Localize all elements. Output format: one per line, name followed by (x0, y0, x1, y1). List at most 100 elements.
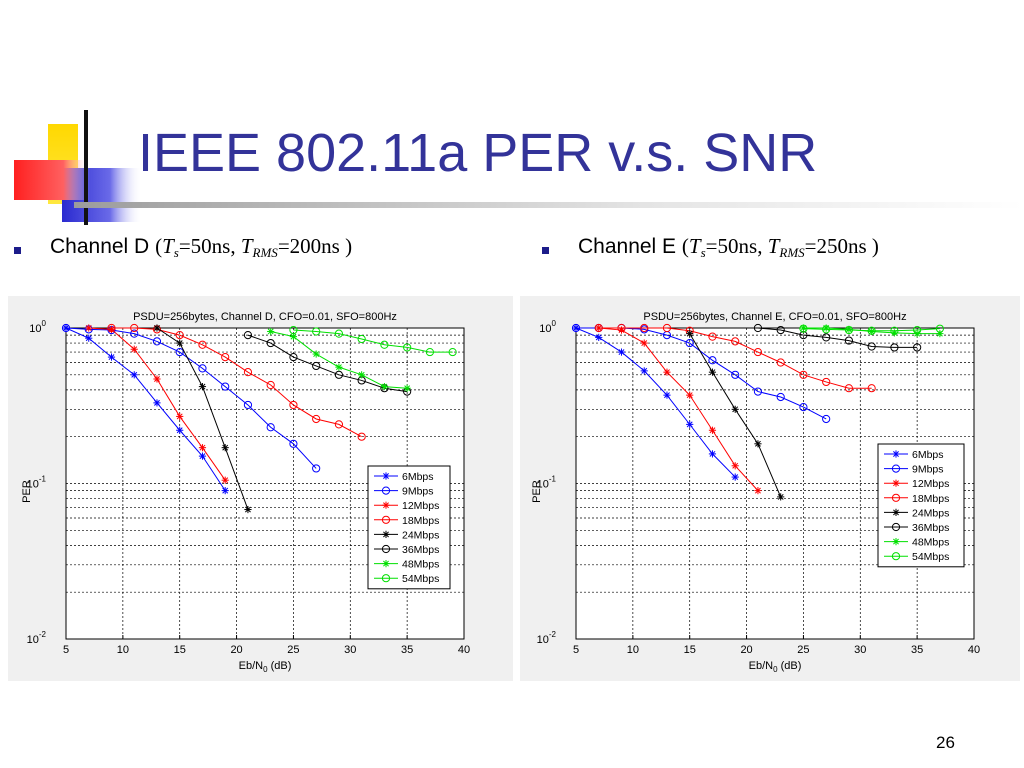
data-point (221, 487, 229, 495)
series-line (598, 327, 759, 491)
data-point (890, 326, 899, 335)
deco-vertical-line (84, 110, 88, 225)
legend-label: 48Mbps (912, 537, 949, 549)
y-tick-exponent: -2 (39, 630, 47, 639)
legend-item: 36Mbps (884, 522, 949, 534)
data-point (334, 329, 344, 338)
legend-box (367, 465, 451, 590)
y-tick-base: 10 (27, 479, 39, 491)
legend: 6Mbps 9Mbps 12Mbps 18Mbps 24Mbps 36Mbps 48Mbps… (367, 465, 451, 590)
legend-marker (382, 501, 390, 509)
data-point (380, 382, 388, 391)
legend-marker-stroke (893, 451, 899, 457)
data-point (312, 361, 321, 371)
legend-item: 9Mbps (374, 486, 434, 498)
data-point (243, 368, 253, 377)
series-54mbps (799, 324, 944, 335)
x-label-unit: (dB) (778, 660, 802, 672)
data-point-stroke (131, 346, 138, 353)
legend-label: 18Mbps (402, 515, 439, 527)
data-point (708, 332, 717, 341)
data-point-stroke (154, 376, 160, 382)
data-point (130, 323, 139, 333)
paren-open: ( (155, 234, 163, 258)
x-axis-label: Eb/N0 (dB) (239, 660, 292, 674)
data-point-stroke (800, 325, 807, 331)
bullet-channel-e: Channel E (Ts=50ns, TRMS=250ns ) (542, 234, 879, 261)
data-point (175, 347, 184, 357)
data-point-stroke (176, 427, 183, 434)
data-point (708, 450, 717, 458)
x-tick-label: 20 (740, 644, 752, 656)
chart-channel-e: PSDU=256bytes, Channel E, CFO=0.01, SFO=… (520, 296, 1020, 681)
legend-marker-stroke (893, 480, 899, 487)
data-point (198, 340, 207, 349)
chart-title: PSDU=256bytes, Channel D, CFO=0.01, SFO=… (133, 311, 397, 323)
legend-label: 36Mbps (912, 522, 949, 534)
ts-value: =50ns, (178, 234, 241, 258)
y-tick-base: 10 (539, 323, 551, 335)
legend-item: 6Mbps (884, 449, 944, 461)
data-point (686, 391, 694, 399)
data-point (913, 325, 922, 335)
x-tick-label: 15 (174, 644, 186, 656)
legend-item: 24Mbps (884, 507, 949, 519)
data-point (708, 356, 717, 365)
y-tick-label: 100 (539, 319, 556, 335)
data-point (754, 440, 762, 448)
data-point-stroke (244, 506, 251, 513)
legend-marker (891, 464, 901, 473)
data-point (266, 338, 275, 348)
legend-marker-stroke (383, 560, 389, 567)
legend-item: 12Mbps (374, 500, 439, 512)
legend-marker (381, 515, 391, 524)
data-point-stroke (267, 328, 274, 335)
chart-channel-d: PSDU=256bytes, Channel D, CFO=0.01, SFO=… (8, 296, 513, 681)
data-point (266, 423, 275, 432)
slide-number: 26 (936, 733, 955, 752)
x-tick-label: 40 (968, 644, 980, 656)
data-point-stroke (732, 474, 739, 481)
data-point (663, 391, 671, 399)
data-point-stroke (131, 371, 138, 378)
data-point (867, 342, 876, 351)
legend-marker (381, 486, 391, 495)
legend-marker (382, 560, 390, 568)
legend-marker-stroke (893, 509, 899, 516)
data-point (935, 324, 944, 333)
data-point (867, 384, 876, 393)
data-point (595, 333, 603, 342)
legend-item: 9Mbps (884, 464, 944, 476)
data-point (289, 439, 298, 448)
data-point (844, 336, 854, 345)
data-point-stroke (85, 335, 92, 342)
data-point-stroke (290, 333, 297, 340)
slide-ornament (14, 110, 142, 225)
y-tick-exponent: -2 (549, 630, 557, 639)
legend-label: 12Mbps (402, 500, 439, 512)
x-label-subscript: 0 (263, 665, 268, 674)
data-point-stroke (664, 392, 670, 399)
x-tick-label: 25 (287, 644, 299, 656)
series-36mbps (753, 323, 922, 352)
chart-title: PSDU=256bytes, Channel E, CFO=0.01, SFO=… (643, 311, 906, 323)
data-point (799, 370, 808, 379)
data-point (640, 339, 648, 347)
x-tick-label: 5 (573, 644, 579, 656)
data-point (663, 368, 671, 376)
legend-item: 24Mbps (374, 529, 439, 541)
legend-marker-stroke (383, 473, 389, 479)
legend-marker (892, 538, 900, 546)
data-point (152, 337, 162, 346)
legend-marker (891, 552, 901, 561)
data-point (335, 363, 343, 371)
data-point (731, 462, 739, 470)
data-point (380, 340, 389, 349)
title-underline (74, 202, 1024, 208)
data-point (198, 382, 207, 391)
ts-symbol: T (688, 234, 701, 258)
legend: 6Mbps 9Mbps 12Mbps 18Mbps 24Mbps 36Mbps 48Mbps… (877, 443, 965, 568)
data-point-stroke (381, 383, 388, 390)
data-point-stroke (595, 334, 602, 341)
